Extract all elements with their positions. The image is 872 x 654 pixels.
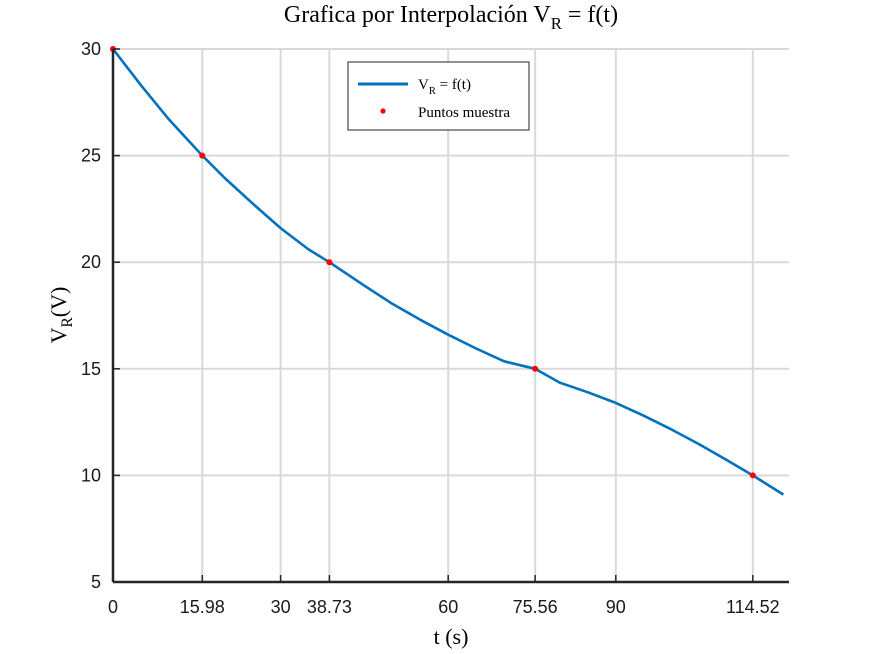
x-tick-label: 90 <box>606 597 626 617</box>
x-tick-label: 75.56 <box>513 597 558 617</box>
sample-point-marker <box>532 365 539 372</box>
y-tick-label: 10 <box>81 465 101 485</box>
x-tick-label: 38.73 <box>307 597 352 617</box>
y-tick-label: 30 <box>81 39 101 59</box>
x-tick-label: 114.52 <box>726 597 780 617</box>
x-axis-label: t (s) <box>434 624 469 649</box>
sample-point-marker <box>326 259 333 266</box>
legend: VR = f(t) Puntos muestra <box>347 61 530 131</box>
sample-point-marker <box>199 152 206 159</box>
y-tick-label: 15 <box>81 359 101 379</box>
legend-label-curve: VR = f(t) <box>418 77 471 97</box>
sample-point-marker <box>749 472 756 479</box>
x-tick-labels: 0 15.98 30 38.73 60 75.56 90 114.52 <box>108 597 780 617</box>
axes <box>111 48 789 584</box>
y-tick-label: 5 <box>91 572 101 592</box>
chart-title: Grafica por Interpolación VR = f(t) <box>284 2 618 33</box>
legend-box <box>347 61 530 131</box>
y-tick-label: 25 <box>81 146 101 166</box>
y-tick-labels: 5 10 15 20 25 30 <box>81 39 101 592</box>
plot-area <box>110 46 785 496</box>
x-tick-label: 15.98 <box>180 597 225 617</box>
legend-marker-swatch <box>380 108 386 114</box>
y-tick-label: 20 <box>81 252 101 272</box>
x-tick-label: 30 <box>271 597 291 617</box>
legend-label-points: Puntos muestra <box>418 105 510 121</box>
y-axis-label: VR(V) <box>46 287 76 344</box>
x-tick-label: 60 <box>438 597 458 617</box>
x-tick-label: 0 <box>108 597 118 617</box>
series-line-vr <box>111 48 785 496</box>
